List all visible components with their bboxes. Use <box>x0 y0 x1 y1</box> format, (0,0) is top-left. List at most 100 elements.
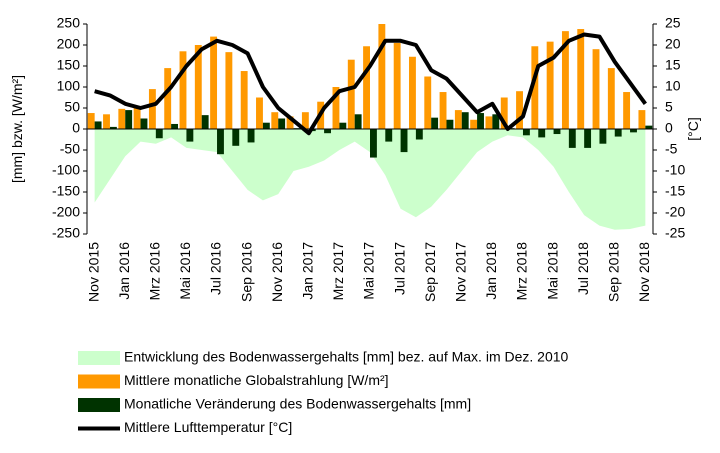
x-tick-label: Mrz 2017 <box>330 242 346 301</box>
y2-tick-label: 20 <box>665 36 681 52</box>
bar <box>354 114 362 129</box>
x-tick-label: Jul 2016 <box>208 242 224 295</box>
x-tick-label: Nov 2018 <box>636 242 652 302</box>
bar <box>363 46 370 130</box>
bar <box>186 129 194 142</box>
bar <box>638 110 646 129</box>
bar <box>286 116 294 129</box>
x-tick-label: Jan 2016 <box>116 242 132 300</box>
x-tick-label: Jul 2017 <box>391 242 407 295</box>
bar <box>485 116 493 129</box>
x-tick-label: Mrz 2016 <box>147 242 163 301</box>
bar <box>155 129 163 139</box>
y2-tick-label: -15 <box>665 183 685 199</box>
x-tick-label: Nov 2015 <box>85 242 101 302</box>
bar <box>454 110 462 129</box>
x-tick-label: Nov 2016 <box>269 242 285 302</box>
bar <box>256 97 263 129</box>
bar <box>393 42 401 129</box>
bar <box>584 129 592 148</box>
y-tick-label: -250 <box>52 225 80 241</box>
bar <box>347 59 355 130</box>
x-tick-label: Sep 2016 <box>238 242 254 302</box>
x-tick-label: Mai 2018 <box>544 242 560 300</box>
y-tick-label: -200 <box>52 204 80 220</box>
x-tick-label: Mrz 2018 <box>514 242 530 301</box>
bar <box>217 129 224 155</box>
legend-swatch <box>78 374 120 389</box>
bar <box>415 129 423 140</box>
bar <box>210 36 218 129</box>
bar <box>94 121 102 129</box>
y-axis-label: [mm] bzw. [W/m²] <box>9 75 25 183</box>
bar <box>400 129 408 153</box>
bar <box>164 68 172 129</box>
bar <box>201 115 209 129</box>
bar <box>546 41 554 129</box>
x-tick-label: Jan 2017 <box>300 242 316 300</box>
bar <box>477 113 484 129</box>
y2-tick-label: 10 <box>665 78 681 94</box>
area <box>94 129 646 230</box>
x-tick-label: Mai 2016 <box>177 242 193 300</box>
bar <box>339 122 347 129</box>
bar <box>148 89 156 129</box>
bar <box>577 29 585 129</box>
y-tick-label: 50 <box>64 99 80 115</box>
y-tick-label: -50 <box>60 141 80 157</box>
bar <box>87 113 95 129</box>
legend-swatch <box>78 398 120 412</box>
bar <box>109 126 117 129</box>
y-tick-label: 250 <box>57 15 81 31</box>
y2-tick-label: -25 <box>665 225 685 241</box>
y2-tick-label: -5 <box>665 141 678 157</box>
bar <box>103 114 110 129</box>
y2-axis-label: [°C] <box>685 117 701 141</box>
bar <box>118 108 126 129</box>
bar <box>140 118 148 129</box>
bar <box>568 129 576 148</box>
x-tick-label: Nov 2017 <box>452 242 468 302</box>
bar <box>461 112 469 129</box>
y-tick-label: 150 <box>57 57 81 73</box>
bar <box>614 129 622 137</box>
bar <box>522 129 530 136</box>
bar <box>599 129 607 144</box>
bar <box>561 31 569 129</box>
bar <box>500 97 508 129</box>
line <box>94 32 647 136</box>
bar <box>607 68 615 129</box>
bar <box>424 76 432 129</box>
bar <box>630 129 637 133</box>
legend-label: Entwicklung des Bodenwassergehalts [mm] … <box>124 349 569 365</box>
bar <box>439 92 447 129</box>
x-tick-label: Sep 2017 <box>422 242 438 302</box>
legend-label: Mittlere Lufttemperatur [°C] <box>124 419 292 435</box>
bar <box>133 105 141 129</box>
bar <box>470 119 478 129</box>
y2-tick-label: 25 <box>665 15 681 31</box>
bar <box>301 112 309 129</box>
y2-tick-label: -20 <box>665 204 685 220</box>
bar <box>240 71 248 129</box>
bar <box>125 110 133 129</box>
bar <box>623 92 631 129</box>
y2-tick-label: 5 <box>665 99 673 115</box>
bar <box>431 117 439 129</box>
bar <box>271 112 279 129</box>
bar <box>409 56 416 130</box>
bar <box>531 46 539 130</box>
bar <box>538 129 546 138</box>
bar <box>645 125 653 129</box>
bar <box>385 129 393 142</box>
bar <box>232 129 240 146</box>
x-tick-label: Jul 2018 <box>575 242 591 295</box>
bar <box>171 123 179 129</box>
bar <box>446 119 454 129</box>
bar <box>262 122 270 129</box>
legend-swatch <box>78 351 120 365</box>
legend-label: Mittlere monatliche Globalstrahlung [W/m… <box>124 372 389 388</box>
y2-tick-label: -10 <box>665 162 685 178</box>
bar <box>278 118 286 129</box>
